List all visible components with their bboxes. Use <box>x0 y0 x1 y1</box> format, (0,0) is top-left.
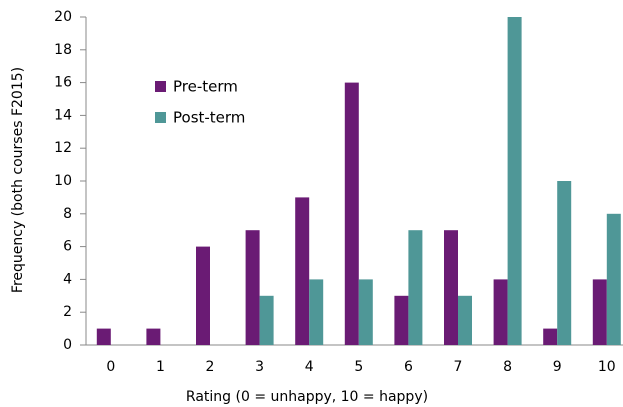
y-tick-label: 10 <box>54 173 72 189</box>
bar <box>543 328 558 345</box>
y-tick-label: 16 <box>54 75 72 91</box>
bar <box>444 230 458 345</box>
y-tick-label: 2 <box>63 304 72 320</box>
x-tick-label: 1 <box>156 359 165 375</box>
bar <box>394 295 409 345</box>
bar <box>408 230 423 345</box>
x-tick-label: 10 <box>598 359 616 375</box>
y-tick-label: 0 <box>63 337 72 353</box>
x-tick-label: 7 <box>454 359 463 375</box>
bar <box>557 181 572 345</box>
bar <box>196 246 210 345</box>
x-tick-label: 2 <box>206 359 215 375</box>
bar <box>344 82 359 345</box>
bar <box>358 279 373 345</box>
y-tick-label: 14 <box>54 107 72 123</box>
bar <box>592 279 607 345</box>
legend-swatch <box>155 112 166 123</box>
x-tick-label: 8 <box>503 359 512 375</box>
x-tick-label: 9 <box>553 359 562 375</box>
bar <box>146 328 161 345</box>
y-tick-label: 12 <box>54 140 72 156</box>
x-tick-label: 3 <box>255 359 264 375</box>
x-tick-label: 5 <box>354 359 363 375</box>
bar <box>245 230 260 345</box>
x-tick-label: 4 <box>305 359 314 375</box>
bar <box>493 279 508 345</box>
y-tick-label: 4 <box>63 271 72 287</box>
y-tick-label: 20 <box>54 9 72 25</box>
bar <box>96 328 111 345</box>
y-tick-label: 6 <box>63 239 72 255</box>
y-axis-label: Frequency (both courses F2015) <box>10 67 26 293</box>
legend-label: Post-term <box>173 109 245 127</box>
x-axis-label: Rating (0 = unhappy, 10 = happy) <box>186 389 428 405</box>
x-tick-label: 0 <box>106 359 115 375</box>
legend-label: Pre-term <box>173 78 238 96</box>
y-tick-label: 18 <box>54 42 72 58</box>
bar <box>507 17 522 345</box>
legend-swatch <box>155 81 166 92</box>
x-tick-label: 6 <box>404 359 413 375</box>
bar <box>295 197 310 345</box>
y-tick-label: 8 <box>63 206 72 222</box>
bar <box>309 279 324 345</box>
bar <box>259 295 274 345</box>
bar <box>458 295 472 345</box>
bar <box>606 213 621 345</box>
